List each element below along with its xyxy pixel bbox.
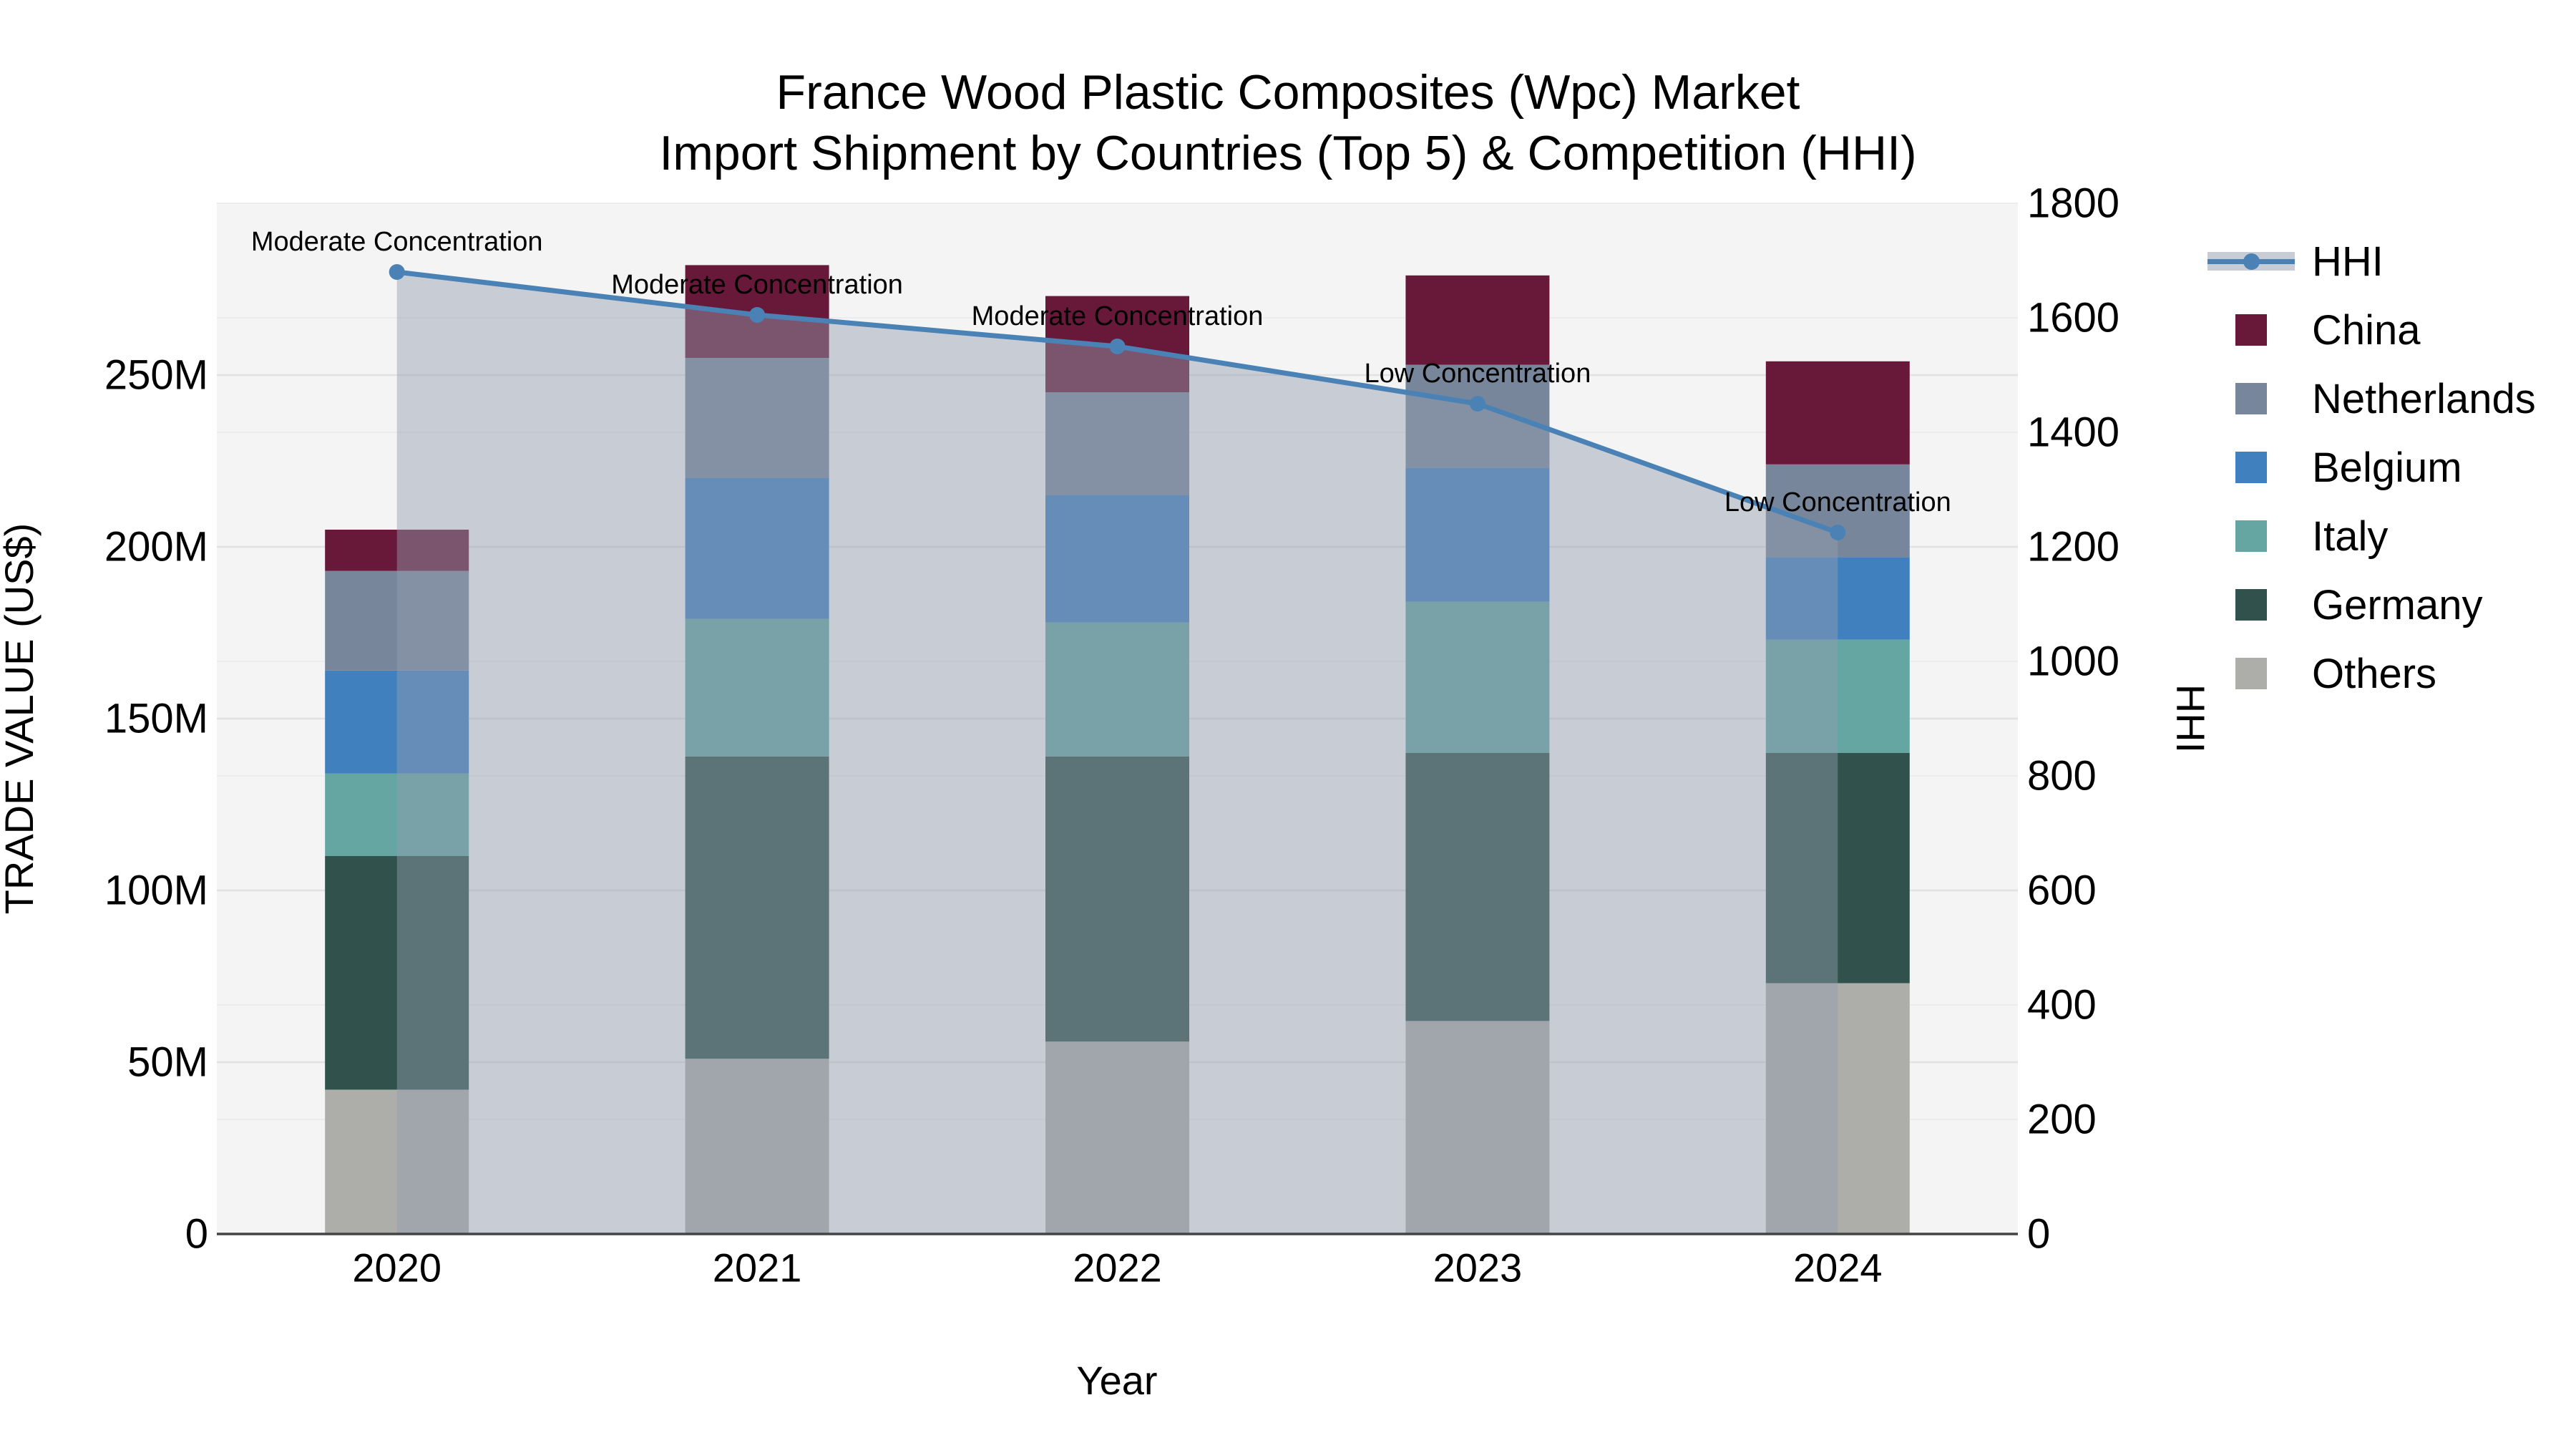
y-right-tick-1600: 1600: [2027, 295, 2119, 341]
bar-segment-2022-germany[interactable]: [1045, 756, 1189, 1042]
annotation-2023: Low Concentration: [1364, 359, 1591, 389]
y-left-tick-100M: 100M: [104, 868, 208, 914]
chart-title-line1: France Wood Plastic Composites (Wpc) Mar…: [776, 65, 1800, 120]
bar-segment-2021-germany[interactable]: [685, 756, 829, 1059]
legend-item-china[interactable]: China: [2207, 296, 2536, 364]
bar-segment-2023-belgium[interactable]: [1405, 467, 1550, 602]
bar-segment-2024-belgium[interactable]: [1765, 557, 1910, 640]
legend-swatch-icon: [2207, 433, 2295, 502]
hhi-marker-2020[interactable]: [389, 264, 405, 280]
y-left-tick-150M: 150M: [104, 696, 208, 742]
y-left-tick-50M: 50M: [127, 1039, 208, 1086]
bar-segment-2021-netherlands[interactable]: [685, 358, 829, 478]
bar-segment-2024-china[interactable]: [1765, 361, 1910, 465]
y-left-tick-0: 0: [185, 1211, 208, 1258]
legend-item-others[interactable]: Others: [2207, 639, 2536, 708]
bar-segment-2021-italy[interactable]: [685, 618, 829, 757]
y-right-tick-600: 600: [2027, 868, 2097, 914]
bar-segment-2023-netherlands[interactable]: [1405, 364, 1550, 468]
hhi-marker-2024[interactable]: [1830, 525, 1846, 540]
bar-segment-2022-italy[interactable]: [1045, 622, 1189, 757]
bar-segment-2024-italy[interactable]: [1765, 639, 1910, 753]
bar-segment-2024-netherlands[interactable]: [1765, 464, 1910, 558]
plot-area: 0 50M 100M 150M 200M 250M 0 200 400 600 800 1000 120…: [104, 180, 2119, 1291]
hhi-marker-2021[interactable]: [749, 307, 766, 323]
bar-segment-2020-china[interactable]: [325, 530, 469, 571]
legend-label-china: China: [2312, 306, 2421, 354]
bar-segment-2023-others[interactable]: [1405, 1021, 1550, 1234]
x-axis-title: Year: [1076, 1358, 1157, 1403]
bar-segment-2023-china[interactable]: [1405, 275, 1550, 365]
y-right-tick-400: 400: [2027, 982, 2097, 1029]
hhi-marker-2023[interactable]: [1469, 396, 1485, 412]
bar-segment-2022-netherlands[interactable]: [1045, 392, 1189, 495]
x-tick-2021: 2021: [713, 1245, 802, 1291]
y-left-tick-200M: 200M: [104, 524, 208, 570]
legend-swatch-icon: [2207, 364, 2295, 433]
x-tick-2020: 2020: [352, 1245, 441, 1291]
annotation-2020: Moderate Concentration: [251, 227, 543, 257]
legend-label-hhi: HHI: [2312, 238, 2384, 285]
y-right-tick-1800: 1800: [2027, 180, 2119, 227]
legend-line-sample-icon: [2207, 227, 2295, 296]
bar-segment-2020-belgium[interactable]: [325, 670, 469, 774]
bar-segment-2024-germany[interactable]: [1765, 753, 1910, 983]
x-tick-2023: 2023: [1433, 1245, 1523, 1291]
legend-item-germany[interactable]: Germany: [2207, 570, 2536, 639]
chart-title-line2: Import Shipment by Countries (Top 5) & C…: [659, 126, 1916, 180]
legend-item-netherlands[interactable]: Netherlands: [2207, 364, 2536, 433]
bar-segment-2023-italy[interactable]: [1405, 601, 1550, 753]
legend-swatch-icon: [2207, 502, 2295, 570]
bar-segment-2020-germany[interactable]: [325, 856, 469, 1090]
legend-label-belgium: Belgium: [2312, 444, 2462, 491]
y-right-tick-200: 200: [2027, 1097, 2097, 1143]
legend-label-netherlands: Netherlands: [2312, 375, 2536, 422]
bar-segment-2023-germany[interactable]: [1405, 753, 1550, 1021]
x-tick-2022: 2022: [1073, 1245, 1162, 1291]
annotation-2022: Moderate Concentration: [972, 301, 1264, 331]
y-right-tick-0: 0: [2027, 1211, 2050, 1258]
bar-segment-2020-italy[interactable]: [325, 773, 469, 856]
legend-swatch-icon: [2207, 296, 2295, 364]
legend-swatch-icon: [2207, 639, 2295, 708]
legend-item-italy[interactable]: Italy: [2207, 502, 2536, 570]
x-tick-2024: 2024: [1793, 1245, 1883, 1291]
bar-segment-2021-others[interactable]: [685, 1059, 829, 1234]
y-left-tick-250M: 250M: [104, 352, 208, 399]
bar-segment-2024-others[interactable]: [1765, 983, 1910, 1234]
bar-segment-2021-belgium[interactable]: [685, 478, 829, 619]
hhi-marker-2022[interactable]: [1109, 339, 1126, 354]
y-right-tick-1400: 1400: [2027, 409, 2119, 456]
legend-swatch-icon: [2207, 570, 2295, 639]
legend-label-others: Others: [2312, 650, 2437, 697]
bar-segment-2022-others[interactable]: [1045, 1041, 1189, 1234]
bar-segment-2020-netherlands[interactable]: [325, 570, 469, 671]
bar-segment-2020-others[interactable]: [325, 1089, 469, 1234]
y-right-axis-title: HHI: [2168, 684, 2213, 753]
legend-item-belgium[interactable]: Belgium: [2207, 433, 2536, 502]
y-left-axis-title: TRADE VALUE (US$): [0, 523, 42, 915]
legend-label-germany: Germany: [2312, 581, 2483, 628]
legend-label-italy: Italy: [2312, 512, 2389, 560]
chart-legend: HHI China Netherlands Belgium Italy Germany Ot…: [2207, 227, 2536, 708]
y-right-tick-1000: 1000: [2027, 638, 2119, 685]
y-right-tick-800: 800: [2027, 753, 2097, 800]
annotation-2024: Low Concentration: [1724, 487, 1951, 517]
legend-item-hhi[interactable]: HHI: [2207, 227, 2536, 296]
bar-segment-2022-belgium[interactable]: [1045, 495, 1189, 623]
annotation-2021: Moderate Concentration: [611, 270, 903, 300]
hhi-area-fill: [396, 272, 1838, 1234]
y-right-tick-1200: 1200: [2027, 524, 2119, 570]
